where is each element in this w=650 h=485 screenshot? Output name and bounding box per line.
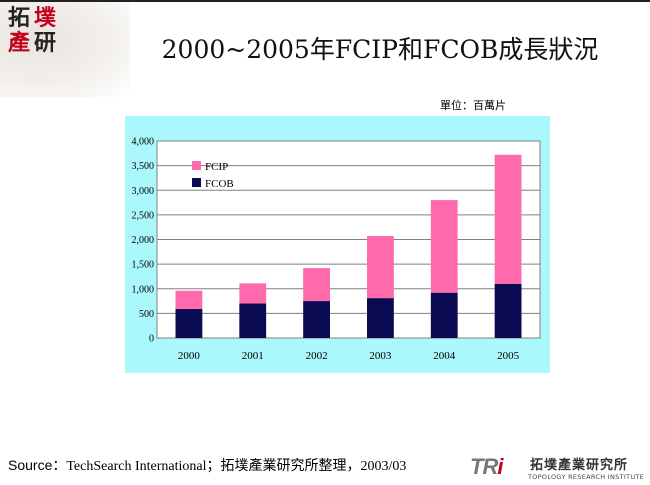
x-tick-label: 2002	[306, 350, 328, 362]
legend-label: FCOB	[205, 178, 234, 190]
gridlines	[157, 165, 540, 314]
x-tick-label: 2003	[369, 350, 392, 362]
y-tick-label: 0	[149, 334, 154, 345]
logo-char-2: 墣	[33, 5, 56, 31]
chart-svg: 05001,0001,5002,0002,5003,0003,5004,000 …	[132, 137, 541, 362]
footer-logo: TRi 拓墣產業研究所 TOPOLOGY RESEARCH INSTITUTE	[470, 454, 645, 484]
bars	[175, 154, 522, 338]
x-tick-label: 2001	[242, 350, 264, 362]
x-tick-label: 2005	[497, 350, 520, 362]
unit-label: 單位：百萬片	[440, 99, 506, 112]
y-tick-label: 2,500	[132, 210, 155, 221]
y-tick-label: 2,000	[132, 235, 155, 246]
y-tick-label: 500	[139, 309, 154, 320]
source-key: Source：	[8, 457, 67, 473]
bar-fcob	[494, 283, 522, 338]
tri-logo-letters: TR	[470, 454, 498, 479]
top-divider-line	[0, 0, 650, 2]
source-text: TechSearch International；拓墣產業研究所整理，2003/…	[66, 459, 407, 474]
bar-fcob	[175, 308, 203, 338]
x-tick-labels: 2000 2001 2002 2003 2004 2005	[178, 350, 520, 362]
bar-fcob	[430, 292, 458, 338]
tri-logo-mark: TRi	[470, 454, 503, 480]
y-tick-label: 1,000	[132, 284, 155, 295]
y-tick-label: 4,000	[132, 137, 155, 148]
footer-institute-english: TOPOLOGY RESEARCH INSTITUTE	[528, 473, 645, 481]
bar-fcip	[430, 200, 458, 293]
bar-fcip	[367, 236, 394, 299]
y-tick-label: 3,500	[132, 161, 155, 172]
bar-fcip	[239, 283, 267, 304]
legend-label: FCIP	[205, 161, 228, 173]
logo: 拓 墣 產 研	[6, 6, 58, 56]
y-tick-label: 3,000	[132, 186, 155, 197]
bar-fcob	[239, 303, 267, 338]
logo-background	[0, 2, 130, 97]
footer-institute-name: 拓墣產業研究所	[530, 458, 629, 473]
bar-fcob	[303, 301, 330, 338]
legend-swatch-fcob	[192, 178, 201, 187]
bar-fcob	[367, 298, 394, 338]
bar-fcip	[303, 268, 330, 302]
logo-char-4: 研	[33, 30, 56, 56]
legend-swatch-fcip	[192, 161, 201, 170]
x-tick-label: 2000	[178, 350, 201, 362]
bar-fcip	[175, 290, 203, 309]
logo-char-3: 產	[7, 30, 30, 56]
bar-fcip	[494, 154, 522, 284]
y-tick-label: 1,500	[132, 260, 155, 271]
tri-logo-i: i	[497, 454, 503, 479]
chart-panel: 0 500 1,000 1,500 2,000 2,500 3,000 3,500 4,000 …	[125, 116, 550, 373]
page-title: 2000~2005年FCIP和FCOB成長狀況	[161, 35, 599, 64]
legend: FCIP FCOB	[192, 161, 234, 190]
x-tick-label: 2004	[433, 350, 456, 362]
y-tick-labels: 0 500 1,000 1,500 2,000 2,500 3,000 3,500 4,000	[132, 137, 155, 345]
source-note: Source：TechSearch International；拓墣產業研究所整…	[8, 455, 406, 475]
logo-char-1: 拓	[7, 5, 30, 31]
